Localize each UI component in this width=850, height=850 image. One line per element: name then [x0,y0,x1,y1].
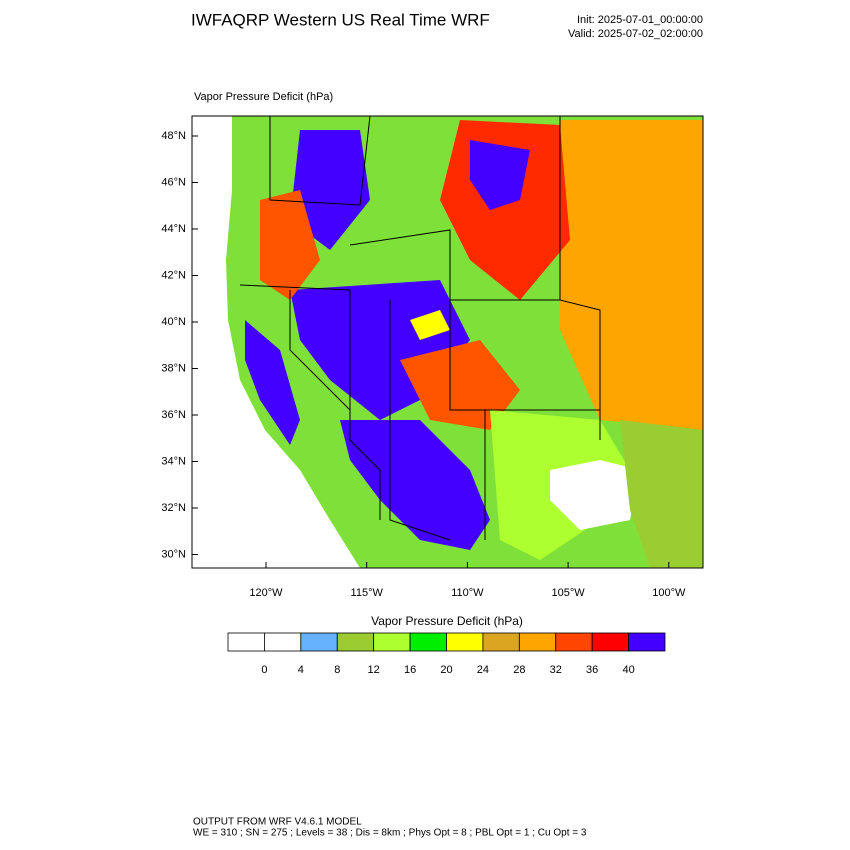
lat-label: 36°N [161,409,186,421]
lat-label: 44°N [161,223,186,235]
lon-label: 110°W [451,587,484,599]
colorbar-label: 8 [334,664,340,676]
map [191,115,704,569]
colorbar-title: Vapor Pressure Deficit (hPa) [371,614,523,628]
lat-label: 32°N [161,502,186,514]
colorbar-box [446,632,484,652]
lon-label: 115°W [351,587,384,599]
colorbar-box [518,632,557,652]
colorbar-label: 32 [550,664,562,676]
colorbar-box [628,632,666,652]
lat-label: 46°N [161,176,186,188]
colorbar-label: 40 [622,664,634,676]
lon-label: 120°W [249,587,283,599]
colorbar-box [555,632,593,652]
lat-label: 38°N [161,362,186,374]
colorbar-box [409,632,447,652]
init-time: Init: 2025-07-01_00:00:00 [577,14,703,26]
colorbar-label: 12 [368,664,380,676]
colorbar-label: 36 [586,664,598,676]
lon-label: 105°W [552,587,586,599]
colorbar-box [591,632,629,652]
colorbar-box [264,632,302,652]
colorbar-box [227,632,265,652]
colorbar-box [482,632,520,652]
footer-line: OUTPUT FROM WRF V4.6.1 MODEL [193,817,362,828]
colorbar-box [373,632,411,652]
colorbar-label: 4 [298,664,304,676]
lat-label: 30°N [161,548,186,560]
lat-label: 40°N [161,316,186,328]
colorbar-label: 16 [404,664,416,676]
colorbar-box [300,632,338,652]
lat-label: 42°N [161,269,186,281]
map-label: Vapor Pressure Deficit (hPa) [194,91,333,103]
colorbar-label: 24 [477,664,489,676]
lat-label: 48°N [161,130,186,142]
colorbar-box [336,632,375,652]
colorbar-label: 0 [261,664,267,676]
footer-line: WE = 310 ; SN = 275 ; Levels = 38 ; Dis … [193,828,587,839]
lat-label: 34°N [161,455,186,467]
title: IWFAQRP Western US Real Time WRF [191,10,490,29]
colorbar-label: 20 [440,664,452,676]
colorbar-label: 28 [513,664,525,676]
valid-time: Valid: 2025-07-02_02:00:00 [568,28,703,40]
lon-label: 100°W [652,587,686,599]
